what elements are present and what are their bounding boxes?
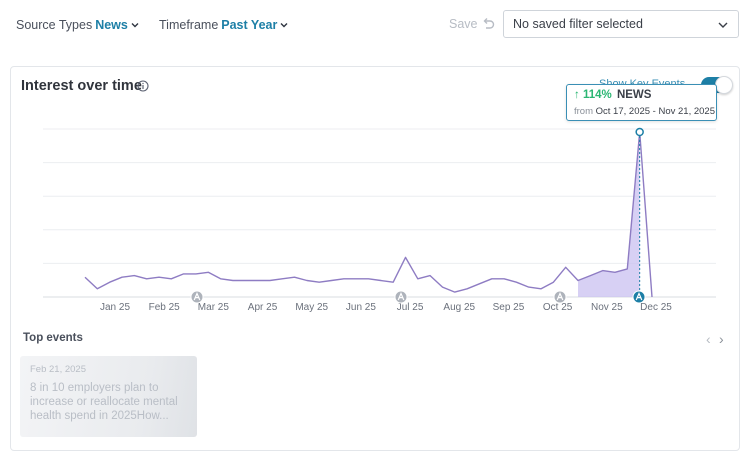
x-tick-label: May 25: [295, 302, 328, 313]
tooltip-range-row: from Oct 17, 2025 - Nov 21, 2025: [574, 106, 715, 117]
event-card[interactable]: Feb 21, 2025 8 in 10 employers plan to i…: [20, 356, 197, 437]
timeframe-value: Past Year: [221, 18, 278, 32]
card-title: Interest over time: [21, 78, 142, 94]
x-tick-label: Aug 25: [443, 302, 475, 313]
saved-filter-select[interactable]: No saved filter selected: [503, 10, 739, 38]
x-tick-label: Apr 25: [248, 302, 278, 313]
chevron-down-icon: [717, 18, 729, 30]
chevron-left-icon[interactable]: ‹: [706, 331, 711, 347]
tooltip-range: Oct 17, 2025 - Nov 21, 2025: [595, 106, 715, 117]
interest-line-chart: Jan 25 Feb 25 Mar 25 Apr 25 May 25 Jun 25 Jul …: [43, 127, 716, 313]
x-tick-label: Sep 25: [493, 302, 525, 313]
tooltip-headline: ↑ 114% NEWS: [574, 89, 651, 101]
x-tick-label: Jun 25: [346, 302, 376, 313]
key-event-marker-icon[interactable]: [394, 290, 408, 304]
arrow-up-icon: ↑: [574, 89, 580, 101]
info-icon[interactable]: [137, 79, 149, 92]
x-tick-label: Feb 25: [149, 302, 181, 313]
source-types-filter[interactable]: Source Types News: [16, 17, 139, 32]
undo-icon[interactable]: [480, 16, 496, 32]
chevron-down-icon: [131, 17, 139, 31]
tooltip-change: 114%: [582, 89, 612, 101]
event-headline: 8 in 10 employers plan to increase or re…: [30, 382, 178, 422]
chevron-down-icon: [280, 17, 288, 31]
event-date: Feb 21, 2025: [30, 364, 86, 375]
key-event-marker-icon[interactable]: [632, 290, 646, 304]
chevron-right-icon[interactable]: ›: [719, 331, 724, 347]
x-tick-label: Nov 25: [591, 302, 623, 313]
x-tick-label: Jul 25: [397, 302, 424, 313]
tooltip-series: NEWS: [616, 89, 652, 101]
source-types-value: News: [95, 18, 128, 32]
timeframe-label: Timeframe: [159, 18, 219, 32]
peak-tooltip: ↑ 114% NEWS from Oct 17, 2025 - Nov 21, …: [566, 84, 717, 121]
top-events-title: Top events: [23, 332, 83, 344]
key-event-marker-icon[interactable]: [190, 290, 204, 304]
highlight-range-area: [578, 132, 640, 297]
x-tick-label: Oct 25: [543, 302, 573, 313]
peak-point[interactable]: [635, 127, 644, 137]
series-line-news[interactable]: [84, 131, 653, 298]
x-tick-label: Mar 25: [198, 302, 230, 313]
save-button[interactable]: Save: [449, 17, 478, 31]
interest-over-time-card: Interest over time Show Key Events Jan 2…: [10, 66, 740, 451]
x-tick-label: Jan 25: [100, 302, 130, 313]
source-types-label: Source Types: [16, 18, 93, 32]
timeframe-filter[interactable]: Timeframe Past Year: [159, 17, 288, 32]
saved-filter-value: No saved filter selected: [513, 17, 643, 31]
key-event-marker-icon[interactable]: [553, 290, 567, 304]
x-tick-label: Dec 25: [640, 302, 672, 313]
tooltip-from-label: from: [574, 106, 593, 117]
